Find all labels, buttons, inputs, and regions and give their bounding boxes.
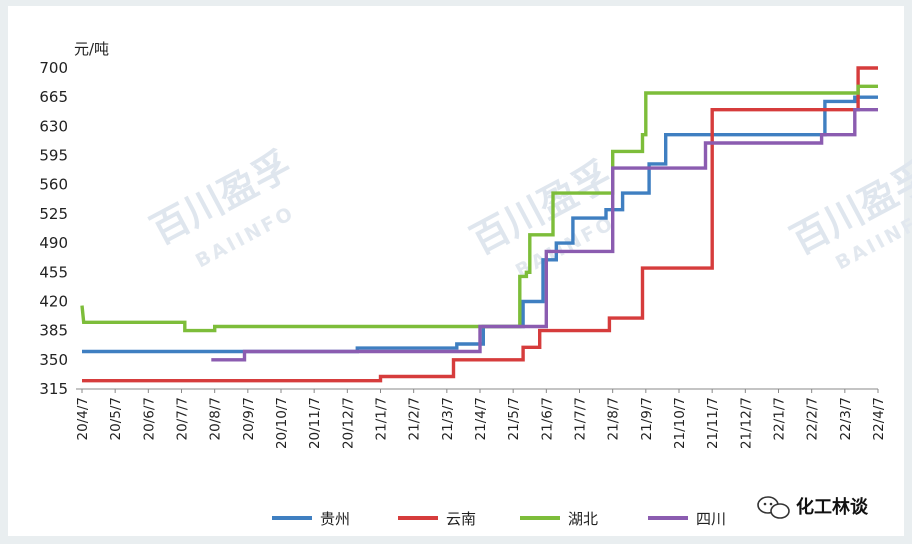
x-tick-label: 20/5/7: [108, 397, 124, 440]
legend-label: 云南: [446, 510, 476, 528]
x-tick-label: 20/9/7: [241, 397, 257, 440]
y-tick-label: 490: [39, 234, 68, 252]
x-tick-label: 20/8/7: [208, 397, 224, 440]
watermark-group: 百川盈孚 BAIINFO 百川盈孚 BAIINFO 百川盈孚 BAIINFO: [144, 143, 912, 283]
series-line-3: [80, 84, 878, 333]
x-tick-label: 20/12/7: [340, 397, 356, 449]
x-tick-label: 21/4/7: [473, 397, 489, 440]
x-tick-label: 21/6/7: [539, 397, 555, 440]
x-tick-label: 21/10/7: [672, 397, 688, 449]
x-tick-label: 22/4/7: [871, 397, 887, 440]
y-tick-label: 525: [39, 205, 68, 223]
x-tick-label: 21/3/7: [440, 397, 456, 440]
y-tick-label: 420: [39, 292, 68, 310]
series-group: [80, 66, 878, 383]
x-tick-label: 21/7/7: [573, 397, 589, 440]
x-tick-label: 22/1/7: [772, 397, 788, 440]
x-tick-label: 22/3/7: [838, 397, 854, 440]
y-tick-label: 560: [39, 176, 68, 194]
x-tick-label: 20/4/7: [75, 397, 91, 440]
x-tick-label: 21/8/7: [606, 397, 622, 440]
x-tick-label: 20/6/7: [141, 397, 157, 440]
y-tick-label: 315: [39, 380, 68, 398]
credit: 化工林谈: [757, 496, 869, 519]
y-tick-label: 700: [39, 59, 68, 77]
x-tick-label: 21/5/7: [506, 397, 522, 440]
y-tick-label: 350: [39, 351, 68, 369]
credit-text: 化工林谈: [796, 496, 869, 518]
y-tick-label: 630: [39, 117, 68, 135]
legend-label: 湖北: [568, 510, 598, 528]
x-tick-label: 21/1/7: [374, 397, 390, 440]
series-line-4: [211, 108, 878, 362]
x-tick-label: 21/12/7: [738, 397, 754, 449]
x-tick-label: 20/7/7: [175, 397, 191, 440]
x-axis-ticks: 20/4/7 20/5/7 20/6/7 20/7/7 20/8/7 20/9/7 20/1…: [75, 389, 887, 449]
x-tick-label: 21/2/7: [407, 397, 423, 440]
y-axis-unit-label: 元/吨: [74, 40, 109, 58]
x-tick-label: 22/2/7: [805, 397, 821, 440]
legend-label: 贵州: [320, 510, 350, 528]
x-tick-label: 20/10/7: [274, 397, 290, 449]
x-tick-label: 20/11/7: [307, 397, 323, 449]
y-tick-label: 595: [39, 147, 68, 165]
x-tick-label: 21/9/7: [639, 397, 655, 440]
legend-label: 四川: [696, 510, 726, 528]
legend: 贵州 云南 湖北 四川: [272, 510, 726, 528]
series-line-2: [82, 66, 878, 383]
series-line-1: [82, 95, 878, 354]
watermark-brand-2: 百川盈孚: [464, 153, 619, 263]
watermark-brand-1: 百川盈孚: [144, 143, 299, 253]
y-axis-ticks: 315 350 385 420 455 490 525 560 595 630 665 700: [39, 59, 68, 398]
y-tick-label: 455: [39, 263, 68, 281]
y-tick-label: 385: [39, 322, 68, 340]
wechat-icon: [757, 496, 790, 519]
x-tick-label: 21/11/7: [705, 397, 721, 449]
y-tick-label: 665: [39, 88, 68, 106]
